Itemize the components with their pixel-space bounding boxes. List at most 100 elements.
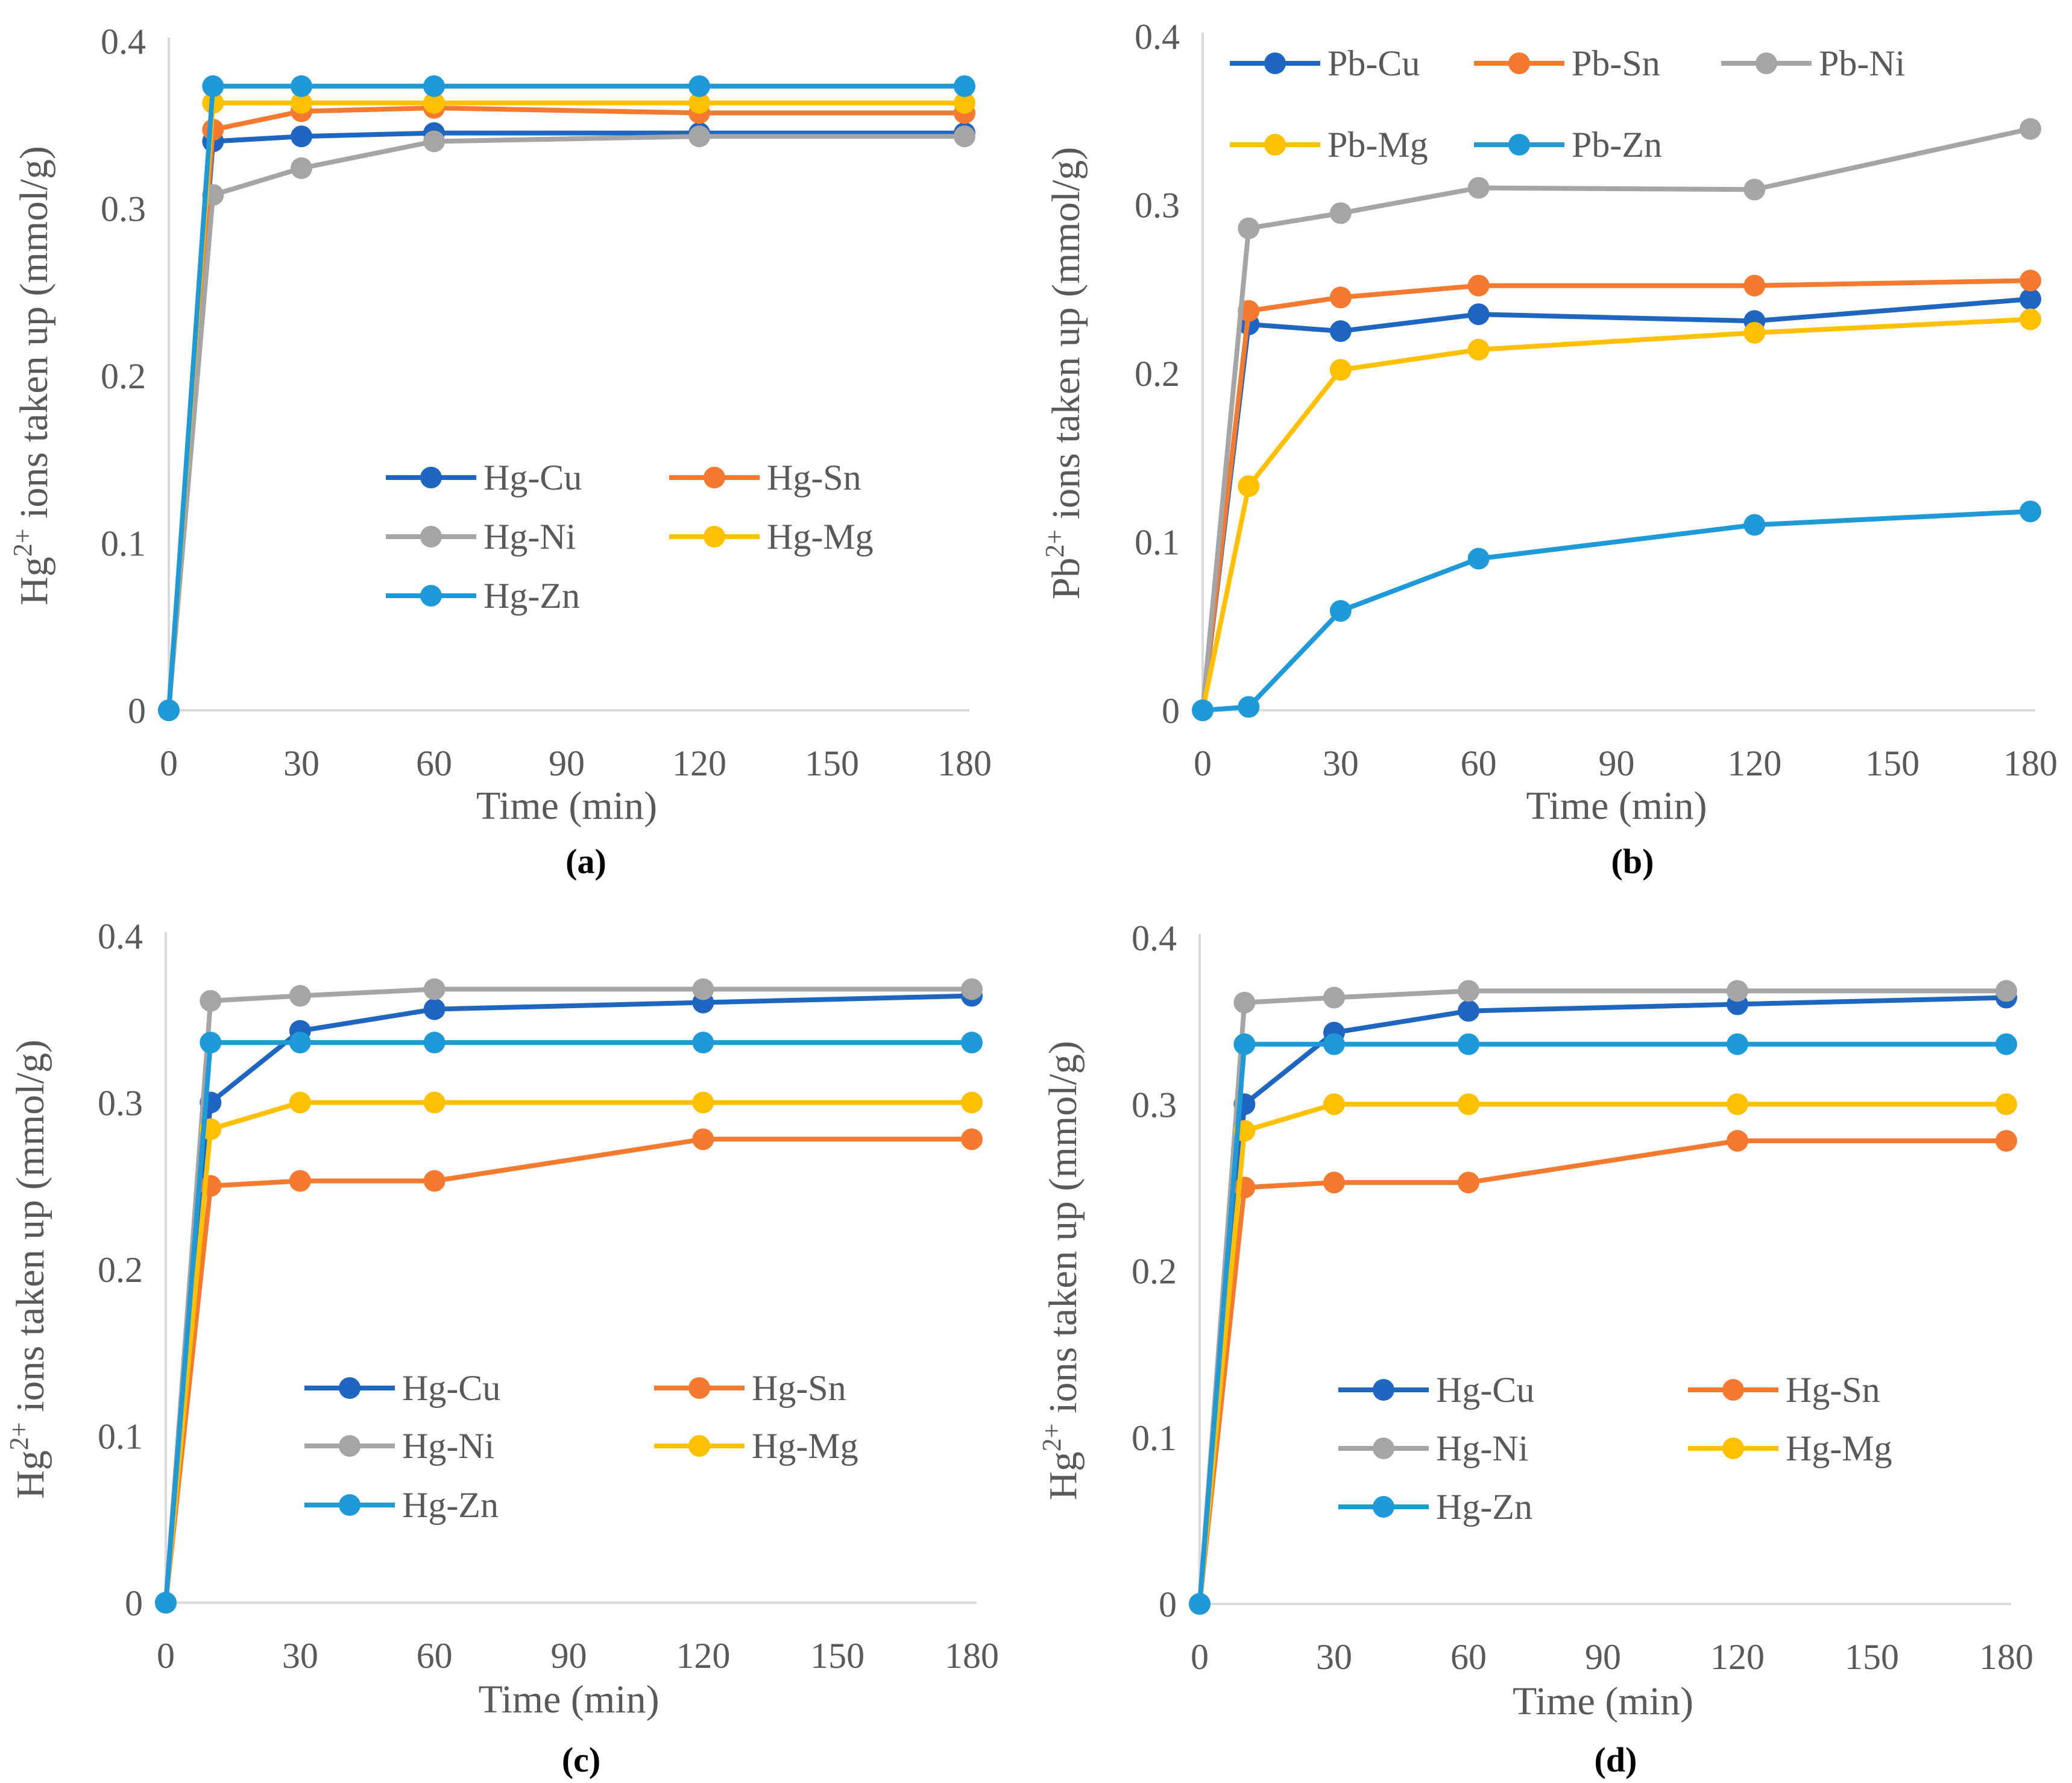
legend-marker-hg-sn: [688, 1377, 710, 1399]
data-point-hg-ni: [200, 989, 222, 1012]
series-line-hg-cu: [1197, 995, 2007, 1605]
series-line-pb-sn: [1200, 278, 2031, 711]
series-line-hg-zn: [1197, 1041, 2006, 1605]
data-point-pb-mg: [1238, 475, 1260, 497]
legend-label-pb-ni: Pb-Ni: [1819, 43, 1905, 83]
x-axis-title: Time (min): [476, 784, 657, 828]
y-tick-label: 0: [125, 1583, 143, 1623]
y-axis-title-text: ions taken up (mmol/g): [1044, 147, 1088, 529]
x-tick-label: 120: [676, 1636, 730, 1676]
y-axis-title-charge: 2+: [1037, 1423, 1066, 1451]
y-axis-title: Hg2+ ions taken up (mmol/g): [1037, 1041, 1085, 1500]
x-tick-label: 60: [1450, 1637, 1487, 1677]
data-point-hg-mg: [1995, 1093, 2017, 1116]
y-axis-title-text: ions taken up (mmol/g): [1041, 1041, 1085, 1423]
data-point-hg-sn: [1727, 1130, 1748, 1152]
data-point-hg-ni: [961, 978, 983, 1000]
legend-label-hg-mg: Hg-Mg: [1786, 1428, 1892, 1468]
data-point-hg-zn: [1458, 1033, 1479, 1055]
data-point-pb-ni: [1329, 202, 1352, 224]
x-tick-label: 30: [282, 1636, 318, 1676]
data-point-pb-zn: [1238, 696, 1260, 718]
data-point-hg-zn: [1233, 1033, 1256, 1055]
legend-label-hg-cu: Hg-Cu: [402, 1368, 500, 1408]
data-point-pb-cu: [1467, 303, 1490, 326]
legend-marker-hg-mg: [688, 1435, 710, 1457]
legend-marker-pb-sn: [1508, 52, 1530, 74]
legend-marker-pb-ni: [1756, 52, 1777, 74]
x-axis-title: Time (min): [478, 1677, 659, 1721]
x-tick-label: 30: [1323, 743, 1359, 783]
legend-label-pb-mg: Pb-Mg: [1327, 125, 1428, 165]
data-point-hg-mg: [1323, 1093, 1345, 1116]
data-point-hg-mg: [423, 92, 445, 114]
legend-label-hg-zn: Hg-Zn: [402, 1485, 499, 1525]
data-point-hg-zn: [155, 1592, 177, 1614]
y-tick-label: 0.1: [1135, 523, 1180, 563]
y-tick-label: 0.4: [1132, 918, 1177, 958]
series-line-hg-mg: [166, 100, 965, 711]
x-tick-label: 30: [283, 743, 320, 783]
data-point-hg-mg: [1727, 1093, 1748, 1116]
y-tick-label: 0.4: [1135, 17, 1180, 57]
legend-label-hg-mg: Hg-Mg: [767, 517, 874, 557]
data-point-hg-ni: [1323, 986, 1345, 1009]
y-tick-label: 0.3: [98, 1084, 143, 1123]
y-axis-title-charge: 2+: [8, 528, 37, 557]
data-point-pb-sn: [1743, 274, 1766, 297]
legend-label-hg-sn: Hg-Sn: [1786, 1370, 1880, 1410]
legend-label-hg-ni: Hg-Ni: [1436, 1428, 1528, 1468]
legend-marker-pb-mg: [1264, 134, 1286, 156]
data-point-hg-mg: [423, 1091, 446, 1114]
x-tick-label: 90: [551, 1636, 587, 1676]
legend-marker-hg-zn: [420, 585, 442, 607]
series-line-hg-mg: [1197, 1102, 2006, 1605]
y-tick-label: 0: [1162, 691, 1180, 731]
y-axis-title-ion: Hg: [8, 1450, 52, 1499]
data-point-hg-mg: [289, 1091, 311, 1114]
legend-marker-hg-sn: [704, 467, 725, 488]
data-point-hg-mg: [954, 92, 975, 114]
series-line-hg-ni: [166, 134, 965, 711]
data-point-hg-ni: [1458, 980, 1479, 1002]
data-point-pb-mg: [1329, 359, 1352, 381]
x-tick-label: 90: [1599, 743, 1635, 783]
legend-marker-pb-cu: [1264, 52, 1286, 74]
y-tick-label: 0.3: [101, 189, 146, 229]
x-tick-label: 60: [417, 1636, 453, 1676]
y-axis-title-text: ions taken up (mmol/g): [12, 146, 56, 528]
x-tick-label: 30: [1316, 1637, 1352, 1677]
panel-label: (d): [1595, 1740, 1637, 1779]
series-line-pb-mg: [1200, 317, 2031, 711]
y-axis-title-charge: 2+: [4, 1422, 34, 1450]
y-tick-label: 0: [128, 691, 146, 731]
chart-panel-d: 0 0.1 0.2 0.3 0.4 0 30 60 90 120 150 180 Time (min) H…: [1037, 918, 2033, 1779]
data-point-hg-ni: [1995, 980, 2017, 1002]
series-line-hg-zn: [166, 83, 965, 711]
data-point-hg-zn: [961, 1031, 983, 1053]
series-line-pb-zn: [1202, 509, 2031, 713]
panel-label: (b): [1611, 842, 1654, 881]
data-point-hg-ni: [291, 157, 312, 179]
x-tick-label: 180: [2003, 743, 2058, 783]
series-line-pb-ni: [1200, 126, 2031, 711]
series-line-hg-cu: [166, 130, 965, 711]
data-point-hg-ni: [692, 978, 714, 1000]
data-point-hg-ni: [423, 978, 446, 1000]
data-point-hg-zn: [1727, 1033, 1748, 1055]
legend-label-hg-zn: Hg-Zn: [483, 576, 580, 616]
legend-marker-hg-cu: [339, 1377, 361, 1399]
y-tick-label: 0.2: [98, 1250, 143, 1290]
x-tick-label: 150: [1845, 1637, 1899, 1677]
x-tick-label: 60: [416, 743, 452, 783]
data-point-hg-ni: [1727, 980, 1748, 1002]
data-point-pb-sn: [1329, 286, 1352, 309]
legend-marker-hg-cu: [420, 467, 442, 488]
legend-label-hg-ni: Hg-Ni: [483, 517, 576, 557]
data-point-hg-cu: [423, 998, 446, 1020]
legend-marker-hg-ni: [339, 1435, 361, 1457]
y-axis-title-ion: Pb: [1044, 558, 1088, 600]
data-point-hg-sn: [1323, 1172, 1345, 1194]
legend-label-hg-cu: Hg-Cu: [1436, 1370, 1534, 1410]
